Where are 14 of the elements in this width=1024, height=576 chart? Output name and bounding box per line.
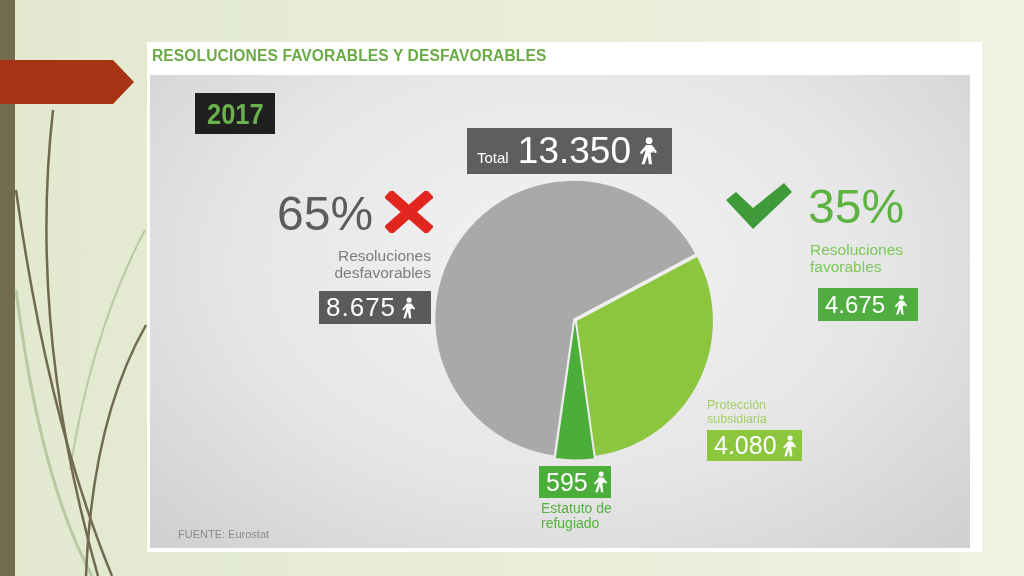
slice-label: Resoluciones desfavorables: [333, 247, 431, 281]
text: 65%: [277, 186, 374, 241]
text: 2017: [206, 96, 264, 131]
text: 4.675: [825, 290, 886, 319]
text: Resoluciones favorables: [810, 241, 905, 275]
chart-title: RESOLUCIONES FAVORABLES Y DESFAVORABLES: [152, 47, 547, 65]
slice-label: Estatuto de refugiado: [541, 500, 613, 531]
text: Total 13.350: [477, 130, 632, 171]
source-note: FUENTE: Eurostat: [178, 528, 270, 540]
data-label: 8.675: [326, 292, 397, 323]
data-label: 4.080: [714, 431, 777, 460]
slice-label: Protección subsidiaria: [707, 398, 768, 426]
data-label: 595: [546, 467, 588, 497]
text: 35%: [808, 179, 905, 234]
